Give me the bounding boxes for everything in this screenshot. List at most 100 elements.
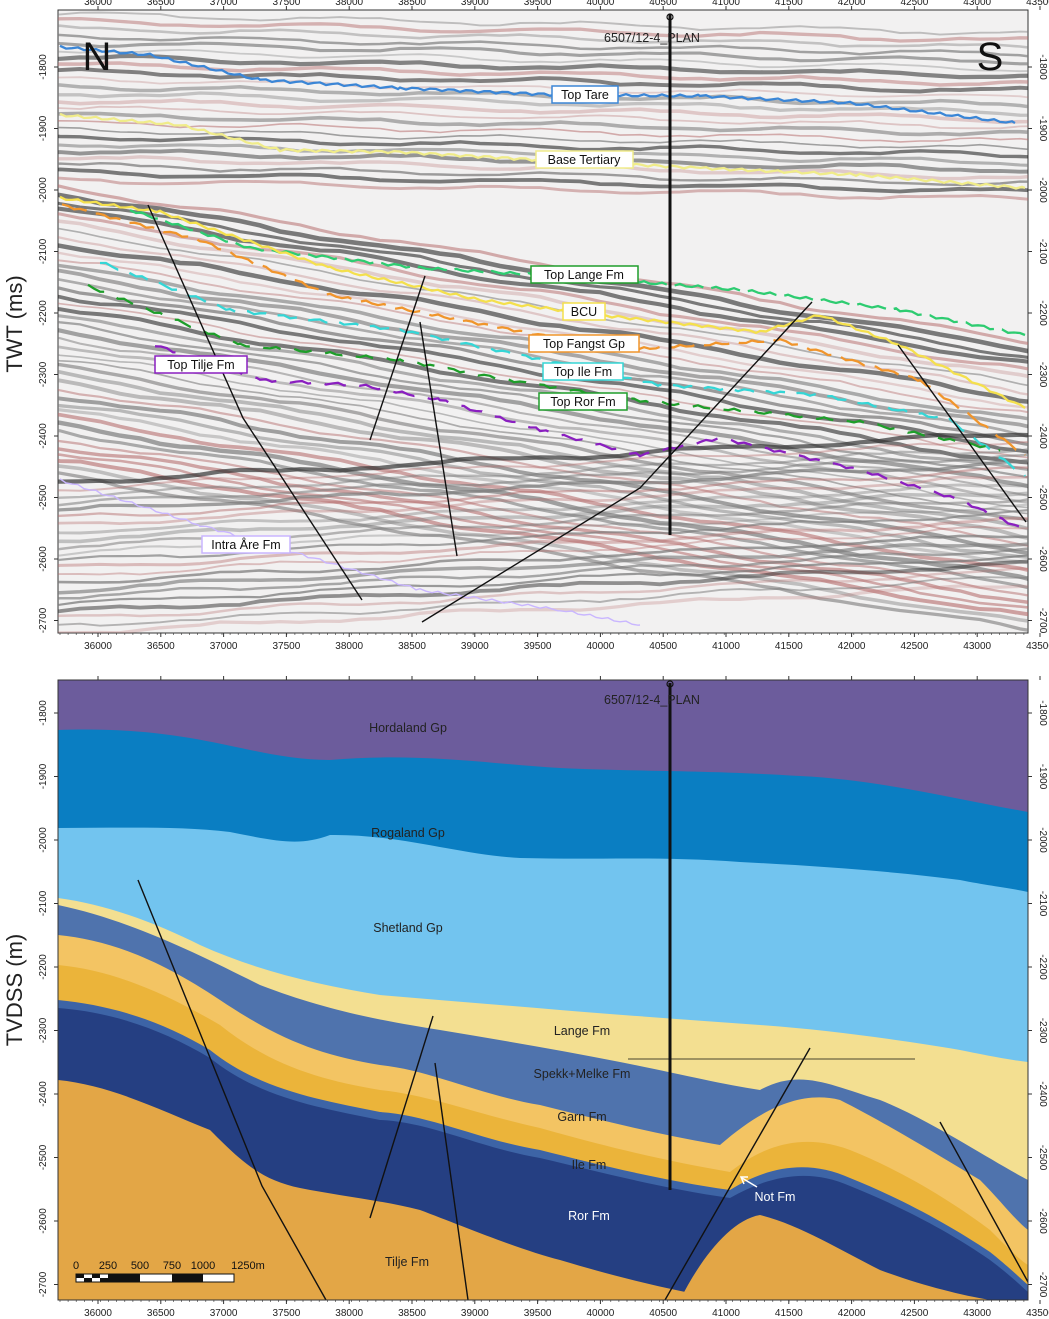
geomodel-frame — [57, 679, 1029, 1301]
x-tick-label: 40500 — [649, 1308, 677, 1319]
seismic-reflection — [58, 91, 1028, 117]
x-tick-label: 42000 — [838, 0, 866, 8]
y-tick-label: -2000 — [1037, 177, 1048, 203]
horizon-line — [59, 44, 1016, 125]
unit-tilje-footwall — [58, 1080, 700, 1300]
fault-line — [939, 1121, 1028, 1283]
geomodel-panel: 6507/12-4_PLAN Hordaland Gp Rogaland Gp … — [2, 676, 1049, 1319]
seismic-reflection — [58, 439, 1028, 597]
y-tick-label: -2500 — [1037, 485, 1048, 511]
x-tick-label: 43500 — [1026, 1308, 1049, 1319]
fault-line — [137, 879, 327, 1300]
seismic-reflection — [58, 534, 1028, 584]
x-tick-label: 37500 — [272, 641, 300, 652]
seismic-reflection — [58, 236, 1028, 396]
horizon-label-top-ile: Top Ile Fm — [554, 365, 612, 379]
well-name: 6507/12-4_PLAN — [604, 693, 700, 707]
x-tick-label: 42500 — [900, 0, 928, 8]
y-tick-label: -2700 — [1037, 1272, 1048, 1298]
fault-line — [369, 1015, 434, 1219]
seismic-reflection — [58, 111, 1028, 137]
x-tick-label: 41500 — [775, 1308, 803, 1319]
y-tick-label: -2700 — [38, 1271, 49, 1297]
seismic-reflection — [58, 428, 1028, 590]
fault-line — [419, 321, 458, 557]
seismic-reflection — [58, 227, 1028, 387]
scale-label: 250 — [99, 1260, 117, 1272]
y-tick-label: -2400 — [38, 1081, 49, 1107]
seismic-reflection — [58, 16, 1028, 43]
seismic-reflection — [58, 509, 1028, 562]
horizon-line — [59, 478, 641, 626]
horizon-label-top-ror: Top Ror Fm — [550, 395, 615, 409]
seismic-reflection — [58, 126, 1028, 151]
unit-label-rogaland: Rogaland Gp — [371, 826, 445, 840]
y-tick-label: -2000 — [38, 177, 49, 203]
seismic-reflection — [58, 83, 1028, 109]
x-tick-label: 39500 — [524, 0, 552, 8]
y-tick-label: -2200 — [38, 954, 49, 980]
y-tick-label: -2400 — [1037, 1081, 1048, 1107]
horizon-line — [59, 195, 1026, 409]
seismic-reflection — [58, 567, 1028, 618]
seismic-reflection — [58, 396, 1028, 555]
seismic-reflection — [58, 98, 1028, 125]
x-tick-label: 41000 — [712, 1308, 740, 1319]
x-tick-label: 37500 — [272, 0, 300, 8]
seismic-reflection — [58, 483, 1028, 535]
unit-label-hordaland: Hordaland Gp — [369, 721, 447, 735]
scale-bar: 0 250 500 750 1000 1250m — [73, 1260, 265, 1283]
seismic-reflection — [58, 277, 1028, 438]
x-tick-label: 37000 — [210, 1308, 238, 1319]
seismic-reflection — [58, 286, 1028, 447]
horizon-line — [87, 283, 1001, 453]
x-tick-label: 38000 — [335, 1308, 363, 1319]
x-tick-label: 40000 — [586, 0, 614, 8]
y-tick-label: -1800 — [38, 700, 49, 726]
seismic-reflection — [58, 134, 1028, 159]
horizon-label-intra-are: Intra Åre Fm — [211, 537, 280, 552]
seismic-reflection — [58, 491, 1028, 544]
y-tick-label: -1900 — [1037, 764, 1048, 790]
y-tick-label: -2600 — [1037, 1208, 1048, 1234]
fault-line — [664, 1047, 811, 1300]
horizon-label-base-tertiary: Base Tertiary — [548, 153, 621, 167]
x-tick-label: 38500 — [398, 641, 426, 652]
y-tick-label: -1800 — [1037, 54, 1048, 80]
fault-line — [434, 1062, 469, 1300]
x-tick-label: 37000 — [210, 0, 238, 8]
unit-label-spekk-melke: Spekk+Melke Fm — [534, 1067, 631, 1081]
horizon-label-top-tare: Top Tare — [561, 88, 609, 102]
fault-line — [147, 204, 363, 601]
scale-label: 1250m — [231, 1260, 265, 1272]
seismic-reflection — [58, 466, 1028, 518]
y-tick-label: -2000 — [1037, 827, 1048, 853]
y-tick-label: -2300 — [1037, 1018, 1048, 1044]
y-tick-label: -2200 — [1037, 954, 1048, 980]
x-tick-label: 40500 — [649, 641, 677, 652]
seismic-reflection — [58, 459, 1028, 512]
unit-label-shetland: Shetland Gp — [373, 921, 443, 935]
seismic-faults — [147, 204, 1027, 623]
unit-label-ror: Ror Fm — [568, 1209, 610, 1223]
y-tick-label: -2300 — [38, 361, 49, 387]
seismic-reflection — [58, 119, 1028, 143]
seismic-reflection — [58, 369, 1028, 531]
seismic-reflection — [58, 53, 1028, 80]
x-tick-label: 36000 — [84, 641, 112, 652]
seismic-reflection — [58, 464, 1028, 623]
seismic-reflection — [58, 206, 1028, 364]
seismic-reflection — [58, 440, 1028, 492]
y-tick-label: -2100 — [1037, 891, 1048, 917]
horizon-label-top-lange: Top Lange Fm — [544, 268, 624, 282]
unit-label-lange: Lange Fm — [554, 1024, 610, 1038]
x-tick-label: 41500 — [775, 641, 803, 652]
seismic-reflection — [58, 48, 1028, 73]
x-tick-label: 40000 — [586, 1308, 614, 1319]
x-tick-label: 39500 — [524, 1308, 552, 1319]
x-tick-label: 41000 — [712, 641, 740, 652]
x-tick-label: 42500 — [900, 641, 928, 652]
y-tick-label: -2200 — [38, 300, 49, 326]
x-tick-label: 36500 — [147, 641, 175, 652]
